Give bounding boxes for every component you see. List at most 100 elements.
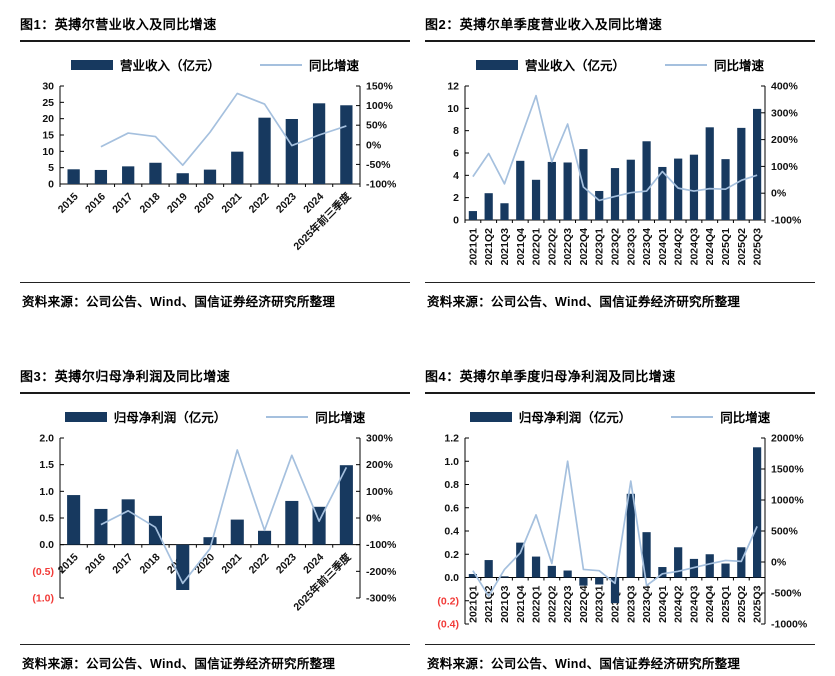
figure1-title: 图1：英搏尔营业收入及同比增速 bbox=[20, 8, 410, 42]
svg-text:2018: 2018 bbox=[138, 551, 163, 576]
svg-text:300%: 300% bbox=[771, 107, 799, 119]
svg-text:2016: 2016 bbox=[83, 551, 108, 576]
legend-line-label: 同比增速 bbox=[309, 59, 360, 73]
svg-text:2021Q2: 2021Q2 bbox=[483, 228, 495, 266]
svg-text:2022Q2: 2022Q2 bbox=[546, 585, 558, 623]
figure2-chart-canvas: 12 10 8 6 4 2 0 400% 300% 200% 100% 0% -100% 2021Q1 20… bbox=[425, 76, 815, 282]
figure3-chart-canvas: 2.0 1.5 1.0 0.5 0.0 (0.5) (1.0) 300% 200% 100% 0% -… bbox=[20, 428, 410, 640]
svg-text:2025Q2: 2025Q2 bbox=[736, 585, 748, 623]
svg-text:2024Q3: 2024Q3 bbox=[688, 228, 700, 266]
svg-text:(0.2): (0.2) bbox=[437, 595, 459, 607]
svg-text:2021Q1: 2021Q1 bbox=[467, 228, 479, 266]
svg-text:50%: 50% bbox=[366, 120, 388, 132]
figure-block-3: 图3：英搏尔归母净利润及同比增速 归母净利润（亿元） 同比增速 2.0 1.5 1.… bbox=[20, 360, 410, 676]
svg-text:2021Q3: 2021Q3 bbox=[499, 585, 511, 623]
svg-text:0.8: 0.8 bbox=[444, 479, 459, 491]
svg-text:2024Q1: 2024Q1 bbox=[657, 228, 669, 266]
svg-text:15: 15 bbox=[42, 130, 54, 142]
svg-text:2000%: 2000% bbox=[771, 433, 804, 445]
svg-text:2025Q1: 2025Q1 bbox=[720, 228, 732, 266]
figure2-legend: 营业收入（亿元） 同比增速 bbox=[425, 55, 815, 74]
svg-text:5: 5 bbox=[48, 162, 54, 174]
svg-text:(1.0): (1.0) bbox=[32, 593, 54, 605]
svg-text:2024Q1: 2024Q1 bbox=[657, 585, 669, 623]
svg-text:10: 10 bbox=[42, 146, 54, 158]
bar-swatch-icon bbox=[475, 59, 518, 70]
svg-text:1.5: 1.5 bbox=[39, 459, 54, 471]
svg-text:2022Q1: 2022Q1 bbox=[531, 228, 543, 266]
figure-block-2: 图2：英搏尔单季度营业收入及同比增速 营业收入（亿元） 同比增速 12 10 8 6 4… bbox=[425, 8, 815, 314]
figure4-source-note: 资料来源：公司公告、Wind、国信证券经济研究所整理 bbox=[425, 644, 815, 676]
svg-text:0.4: 0.4 bbox=[444, 526, 459, 538]
svg-text:100%: 100% bbox=[771, 161, 799, 173]
svg-text:1.0: 1.0 bbox=[444, 456, 459, 468]
svg-text:2020: 2020 bbox=[192, 191, 217, 216]
svg-text:4: 4 bbox=[453, 170, 459, 182]
svg-text:2024Q2: 2024Q2 bbox=[673, 585, 685, 623]
svg-text:2025Q2: 2025Q2 bbox=[736, 228, 748, 266]
line-swatch-icon bbox=[665, 63, 707, 66]
bar-line-chart: 12 10 8 6 4 2 0 400% 300% 200% 100% 0% -100% 2021Q1 20… bbox=[447, 81, 802, 266]
svg-text:2022Q3: 2022Q3 bbox=[562, 585, 574, 623]
svg-text:2021Q4: 2021Q4 bbox=[515, 228, 527, 266]
svg-text:500%: 500% bbox=[771, 526, 799, 538]
svg-text:2023Q3: 2023Q3 bbox=[625, 228, 637, 266]
bar-swatch-icon bbox=[70, 59, 113, 70]
svg-text:2023: 2023 bbox=[274, 191, 299, 216]
svg-text:1000%: 1000% bbox=[771, 495, 804, 507]
svg-text:2023Q1: 2023Q1 bbox=[594, 228, 606, 266]
svg-text:2023: 2023 bbox=[274, 551, 299, 576]
svg-text:200%: 200% bbox=[366, 459, 394, 471]
svg-text:0.0: 0.0 bbox=[39, 539, 54, 551]
bar-line-chart: 1.2 1.0 0.8 0.6 0.4 0.2 0.0 (0.2) (0.4) 2000% 1500… bbox=[437, 433, 807, 631]
svg-text:2023Q1: 2023Q1 bbox=[594, 585, 606, 623]
svg-text:2022Q1: 2022Q1 bbox=[531, 585, 543, 623]
figure-block-1: 图1：英搏尔营业收入及同比增速 营业收入（亿元） 同比增速 30 25 20 15 10… bbox=[20, 8, 410, 314]
svg-text:0.5: 0.5 bbox=[39, 513, 54, 525]
svg-text:2015: 2015 bbox=[56, 191, 81, 216]
svg-text:2017: 2017 bbox=[110, 551, 135, 576]
line-swatch-icon bbox=[671, 415, 714, 418]
svg-text:2021Q1: 2021Q1 bbox=[467, 585, 479, 623]
svg-text:30: 30 bbox=[42, 81, 54, 93]
svg-text:(0.5): (0.5) bbox=[32, 566, 54, 578]
svg-text:-300%: -300% bbox=[366, 593, 397, 605]
svg-text:0: 0 bbox=[48, 179, 54, 191]
svg-text:2025Q1: 2025Q1 bbox=[720, 585, 732, 623]
svg-text:2022: 2022 bbox=[247, 191, 272, 216]
legend-bar-label: 营业收入（亿元） bbox=[119, 59, 220, 73]
figure1-chart-canvas: 30 25 20 15 10 5 0 150% 100% 50% 0% -50% -100% 2015 20… bbox=[20, 76, 410, 282]
svg-text:2024Q3: 2024Q3 bbox=[688, 585, 700, 623]
svg-text:2016: 2016 bbox=[83, 191, 108, 216]
bar-line-chart: 2.0 1.5 1.0 0.5 0.0 (0.5) (1.0) 300% 200% 100% 0% -… bbox=[32, 433, 397, 614]
figure4-chart-canvas: 1.2 1.0 0.8 0.6 0.4 0.2 0.0 (0.2) (0.4) 2000% 1500… bbox=[425, 428, 815, 644]
svg-text:2021Q3: 2021Q3 bbox=[499, 228, 511, 266]
svg-text:2: 2 bbox=[453, 192, 459, 204]
svg-text:2021: 2021 bbox=[219, 551, 244, 576]
svg-text:2022: 2022 bbox=[247, 551, 272, 576]
legend-line-label: 同比增速 bbox=[315, 411, 366, 425]
line-swatch-icon bbox=[266, 415, 309, 418]
legend-bar-label: 归母净利润（亿元） bbox=[113, 411, 227, 425]
svg-text:0%: 0% bbox=[366, 139, 382, 151]
svg-text:0.0: 0.0 bbox=[444, 572, 459, 584]
svg-text:2024Q4: 2024Q4 bbox=[704, 585, 716, 623]
figure4-title: 图4：英搏尔单季度归母净利润及同比增速 bbox=[425, 360, 815, 394]
svg-text:25: 25 bbox=[42, 97, 54, 109]
svg-text:2023Q3: 2023Q3 bbox=[625, 585, 637, 623]
svg-text:2.0: 2.0 bbox=[39, 433, 54, 445]
svg-text:2019: 2019 bbox=[165, 191, 190, 216]
svg-text:200%: 200% bbox=[771, 134, 799, 146]
svg-text:2018: 2018 bbox=[138, 191, 163, 216]
svg-text:0%: 0% bbox=[771, 188, 787, 200]
svg-text:2021: 2021 bbox=[219, 191, 244, 216]
svg-text:150%: 150% bbox=[366, 81, 394, 93]
svg-text:400%: 400% bbox=[771, 81, 799, 93]
svg-text:0: 0 bbox=[453, 215, 459, 227]
svg-text:6: 6 bbox=[453, 148, 459, 160]
svg-text:0%: 0% bbox=[771, 557, 787, 569]
figure1-source-note: 资料来源：公司公告、Wind、国信证券经济研究所整理 bbox=[20, 282, 410, 314]
svg-text:1.0: 1.0 bbox=[39, 486, 54, 498]
svg-text:300%: 300% bbox=[366, 433, 394, 445]
